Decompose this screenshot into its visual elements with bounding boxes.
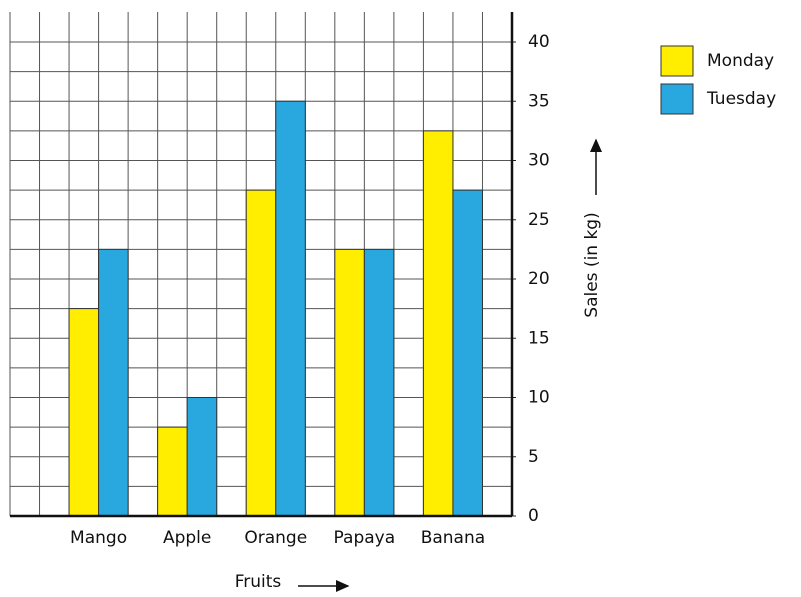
y-tick-label: 5 [528, 447, 539, 467]
bar [453, 190, 483, 516]
bar [69, 309, 99, 516]
y-tick-label: 20 [528, 269, 550, 289]
bar [99, 249, 129, 516]
x-tick-label: Mango [70, 528, 127, 548]
bar [246, 190, 276, 516]
y-tick-label: 15 [528, 328, 550, 348]
legend-swatch [661, 84, 693, 114]
bar [276, 101, 306, 516]
x-tick-label: Orange [244, 528, 307, 548]
bar [423, 131, 453, 516]
x-tick-label: Apple [163, 528, 211, 548]
legend-swatch [661, 46, 693, 76]
legend-label: Monday [707, 51, 774, 71]
y-tick-label: 30 [528, 151, 550, 171]
x-tick-label: Banana [421, 528, 485, 548]
bar [364, 249, 394, 516]
y-tick-label: 40 [528, 32, 550, 52]
chart: Fruits Sales (in kg) 0 5 10 15 20 25 30 35 40 Man… [0, 0, 801, 597]
legend-label: Tuesday [706, 89, 776, 109]
bar [158, 427, 188, 516]
y-tick-label: 10 [528, 388, 550, 408]
y-tick-label: 25 [528, 210, 550, 230]
x-tick-label: Papaya [334, 528, 396, 548]
y-tick-label: 0 [528, 506, 539, 526]
bar [187, 398, 217, 517]
x-axis-label: Fruits [235, 572, 282, 592]
y-tick-label: 35 [528, 91, 550, 111]
bar [335, 249, 365, 516]
y-axis-label: Sales (in kg) [582, 212, 602, 317]
